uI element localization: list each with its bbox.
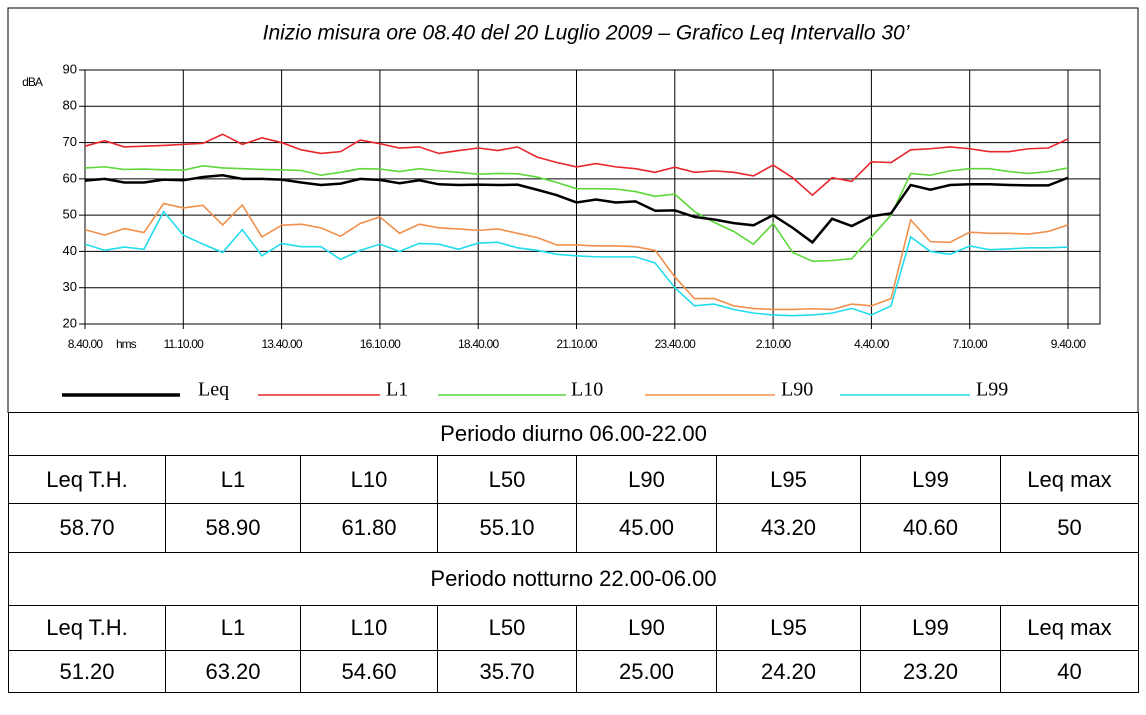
header-cell: L50 bbox=[437, 455, 577, 504]
value-cell: 54.60 bbox=[300, 650, 438, 693]
header-cell: L95 bbox=[716, 605, 861, 651]
value-cell: 43.20 bbox=[716, 503, 861, 553]
series-line bbox=[84, 202, 1069, 311]
x-tick-label: 13.40.00 bbox=[261, 337, 302, 351]
x-tick-label: 18.40.00 bbox=[458, 337, 499, 351]
value-cell: 25.00 bbox=[576, 650, 717, 693]
series-line bbox=[84, 210, 1069, 317]
series-line bbox=[84, 164, 1069, 263]
x-tick-label: 8.40.00 bbox=[68, 337, 104, 351]
header-cell: Leq T.H. bbox=[8, 455, 166, 504]
x-tick-label: 16.10.00 bbox=[360, 337, 401, 351]
value-cell: 35.70 bbox=[437, 650, 577, 693]
value-cell: 45.00 bbox=[576, 503, 717, 553]
value-cell: 63.20 bbox=[165, 650, 301, 693]
y-tick-label: 90 bbox=[63, 61, 77, 76]
y-tick-label: 50 bbox=[63, 207, 77, 222]
value-cell: 58.90 bbox=[165, 503, 301, 553]
y-tick-label: 80 bbox=[63, 98, 77, 113]
x-tick-label: 4.40.00 bbox=[854, 337, 890, 351]
header-cell: L99 bbox=[860, 455, 1001, 504]
header-cell: L99 bbox=[860, 605, 1001, 651]
value-cell: 23.20 bbox=[860, 650, 1001, 693]
value-cell: 40.60 bbox=[860, 503, 1001, 553]
header-cell: Leq max bbox=[1000, 605, 1139, 651]
header-cell: Leq max bbox=[1000, 455, 1139, 504]
x-tick-label: 23.40.00 bbox=[655, 337, 696, 351]
value-cell: 51.20 bbox=[8, 650, 166, 693]
header-cell: L1 bbox=[165, 605, 301, 651]
y-tick-label: 40 bbox=[63, 243, 77, 258]
chart-border bbox=[7, 7, 1139, 413]
chart-title: Inizio misura ore 08.40 del 20 Luglio 20… bbox=[263, 22, 910, 45]
x-tick-label: 7.10.00 bbox=[952, 337, 988, 351]
y-tick-label: 70 bbox=[63, 134, 77, 149]
legend-label: L90 bbox=[781, 379, 813, 401]
x-tick-label: 21.10.00 bbox=[556, 337, 597, 351]
section-title: Periodo notturno 22.00-06.00 bbox=[8, 552, 1139, 606]
header-cell: L90 bbox=[576, 455, 717, 504]
header-cell: L10 bbox=[300, 605, 438, 651]
header-cell: L95 bbox=[716, 455, 861, 504]
section-title: Periodo diurno 06.00-22.00 bbox=[8, 412, 1139, 456]
value-cell: 61.80 bbox=[300, 503, 438, 553]
header-cell: L90 bbox=[576, 605, 717, 651]
value-cell: 58.70 bbox=[8, 503, 166, 553]
series-line bbox=[84, 173, 1069, 245]
value-cell: 55.10 bbox=[437, 503, 577, 553]
legend-label: L99 bbox=[976, 379, 1008, 401]
header-cell: Leq T.H. bbox=[8, 605, 166, 651]
value-cell: 50 bbox=[1000, 503, 1139, 553]
series-line bbox=[84, 133, 1069, 197]
value-cell: 24.20 bbox=[716, 650, 861, 693]
header-cell: L50 bbox=[437, 605, 577, 651]
header-cell: L1 bbox=[165, 455, 301, 504]
legend-label: Leq bbox=[198, 379, 229, 401]
y-tick-label: 20 bbox=[63, 315, 77, 330]
legend-label: L1 bbox=[386, 379, 408, 401]
y-tick-label: 30 bbox=[63, 279, 77, 294]
x-tick-label: 11.10.00 bbox=[164, 337, 205, 351]
x-tick-label: 9.40.00 bbox=[1051, 337, 1087, 351]
legend-label: L10 bbox=[571, 379, 603, 401]
chart: Inizio misura ore 08.40 del 20 Luglio 20… bbox=[7, 7, 1139, 413]
header-cell: L10 bbox=[300, 455, 438, 504]
x-axis-label: hms bbox=[116, 337, 137, 351]
value-cell: 40 bbox=[1000, 650, 1139, 693]
x-tick-label: 2.10.00 bbox=[756, 337, 792, 351]
y-tick-label: 60 bbox=[63, 170, 77, 185]
y-axis-label: dBA bbox=[22, 75, 43, 89]
